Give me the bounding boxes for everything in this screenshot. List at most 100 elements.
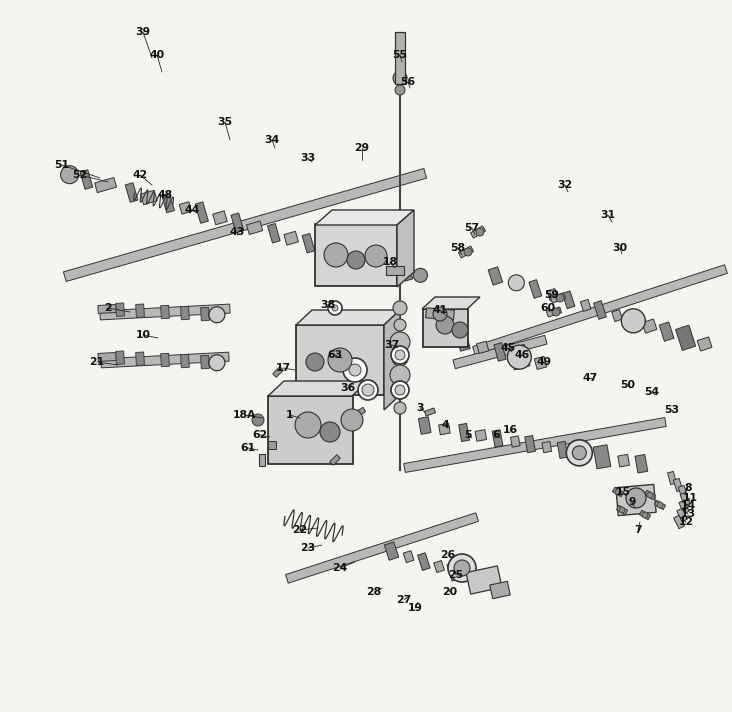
Text: 63: 63 xyxy=(327,350,343,360)
Text: 21: 21 xyxy=(89,357,105,367)
Text: 22: 22 xyxy=(292,525,307,535)
Bar xyxy=(571,443,588,463)
Text: 50: 50 xyxy=(621,380,635,390)
Bar xyxy=(135,352,144,365)
Circle shape xyxy=(341,409,363,431)
Polygon shape xyxy=(296,310,400,325)
Text: 52: 52 xyxy=(72,170,88,180)
Text: 44: 44 xyxy=(184,205,200,215)
Bar xyxy=(376,258,394,273)
Text: 32: 32 xyxy=(557,180,572,190)
Bar xyxy=(438,423,450,435)
Bar xyxy=(259,454,265,466)
Bar xyxy=(680,492,690,506)
Polygon shape xyxy=(384,310,400,410)
Text: 43: 43 xyxy=(229,227,244,237)
Bar xyxy=(116,303,124,316)
Bar xyxy=(477,341,489,353)
Text: 20: 20 xyxy=(442,587,458,597)
Circle shape xyxy=(392,350,408,366)
Bar xyxy=(181,355,190,367)
Bar xyxy=(125,183,138,202)
Text: 59: 59 xyxy=(545,290,559,300)
Circle shape xyxy=(393,71,407,85)
Text: 60: 60 xyxy=(540,303,556,313)
Text: 38: 38 xyxy=(321,300,335,310)
Bar xyxy=(635,454,648,473)
Bar xyxy=(580,299,591,311)
Bar xyxy=(386,266,404,275)
Bar xyxy=(492,430,503,447)
Text: 39: 39 xyxy=(135,27,151,37)
Bar xyxy=(400,261,413,281)
Bar xyxy=(160,305,169,319)
Bar xyxy=(213,211,228,225)
Circle shape xyxy=(391,381,409,399)
Bar xyxy=(679,486,688,498)
Text: 53: 53 xyxy=(665,405,679,415)
Circle shape xyxy=(358,380,378,400)
Bar xyxy=(329,455,340,466)
Circle shape xyxy=(362,384,374,396)
Bar xyxy=(473,265,728,355)
Circle shape xyxy=(395,85,405,95)
Bar xyxy=(542,441,552,453)
Bar xyxy=(466,566,502,594)
Text: 13: 13 xyxy=(681,509,695,519)
Circle shape xyxy=(382,262,394,274)
Bar xyxy=(267,396,353,464)
Circle shape xyxy=(320,422,340,442)
Bar xyxy=(534,356,547,370)
Bar xyxy=(618,454,630,467)
Circle shape xyxy=(324,243,348,267)
Text: 14: 14 xyxy=(681,501,695,511)
Circle shape xyxy=(476,228,484,236)
Bar xyxy=(201,355,209,369)
Polygon shape xyxy=(422,297,480,309)
Bar xyxy=(98,352,116,362)
Bar xyxy=(425,308,455,320)
Bar xyxy=(613,487,624,497)
Bar xyxy=(395,32,405,84)
Circle shape xyxy=(621,309,646,333)
Text: 61: 61 xyxy=(240,443,255,453)
Polygon shape xyxy=(268,381,368,396)
Circle shape xyxy=(395,385,405,395)
Text: 4: 4 xyxy=(441,420,449,430)
Text: 54: 54 xyxy=(644,387,660,397)
Bar xyxy=(668,471,676,485)
Circle shape xyxy=(252,414,264,426)
Text: 29: 29 xyxy=(354,143,370,153)
Circle shape xyxy=(507,345,531,370)
Text: 2: 2 xyxy=(104,303,112,313)
Circle shape xyxy=(433,307,447,321)
Text: 33: 33 xyxy=(300,153,315,163)
Text: 6: 6 xyxy=(492,430,500,440)
Circle shape xyxy=(657,502,663,508)
Bar xyxy=(267,224,280,243)
Bar xyxy=(644,491,656,500)
Bar xyxy=(459,424,469,441)
Circle shape xyxy=(349,364,361,376)
Text: 15: 15 xyxy=(616,487,630,497)
Circle shape xyxy=(295,412,321,438)
Bar xyxy=(64,169,427,281)
Circle shape xyxy=(572,446,586,460)
Text: 26: 26 xyxy=(441,550,455,560)
Bar xyxy=(384,542,399,560)
Bar xyxy=(195,202,209,224)
Bar xyxy=(557,441,568,459)
Bar xyxy=(529,280,542,298)
Bar xyxy=(268,441,276,449)
Bar xyxy=(660,322,674,341)
Bar xyxy=(337,244,349,262)
Text: 49: 49 xyxy=(537,357,552,367)
Bar xyxy=(550,293,566,303)
Text: 35: 35 xyxy=(217,117,233,127)
Circle shape xyxy=(393,301,407,315)
Circle shape xyxy=(452,322,468,338)
Text: 19: 19 xyxy=(408,603,422,613)
Circle shape xyxy=(619,507,625,513)
Bar xyxy=(302,234,315,253)
Bar xyxy=(296,325,384,395)
